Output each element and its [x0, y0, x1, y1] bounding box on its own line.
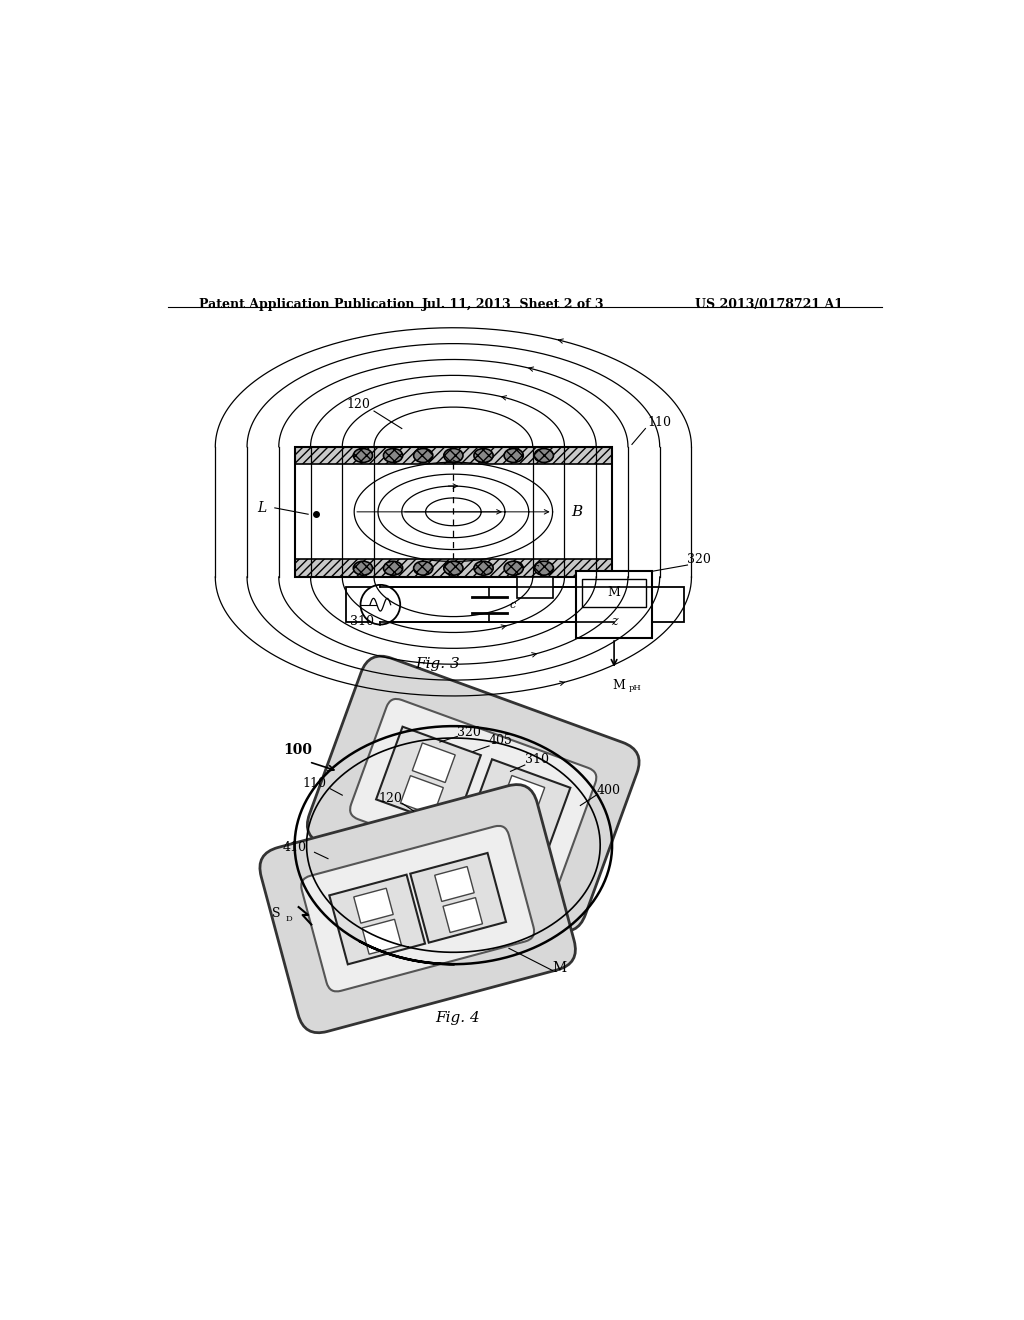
Text: 110: 110: [648, 416, 672, 429]
Ellipse shape: [353, 561, 373, 576]
Bar: [517, 577, 553, 598]
Text: 310: 310: [350, 615, 374, 627]
Ellipse shape: [414, 561, 433, 576]
FancyBboxPatch shape: [260, 784, 575, 1032]
Ellipse shape: [504, 449, 523, 462]
Text: r: r: [532, 564, 538, 573]
Text: pH: pH: [629, 684, 641, 692]
Text: 320: 320: [687, 553, 712, 566]
Ellipse shape: [443, 449, 463, 462]
Bar: [466, 759, 570, 861]
Text: 120: 120: [346, 399, 370, 411]
Bar: [353, 888, 393, 923]
Text: 110: 110: [303, 777, 327, 791]
Ellipse shape: [443, 561, 463, 576]
Ellipse shape: [383, 561, 402, 576]
Text: B: B: [570, 504, 582, 519]
Text: M: M: [607, 586, 621, 599]
Ellipse shape: [535, 561, 553, 576]
Text: 400: 400: [596, 784, 621, 796]
Ellipse shape: [504, 561, 523, 576]
Text: M: M: [553, 961, 566, 975]
Bar: [362, 919, 401, 954]
Text: 405: 405: [489, 734, 513, 747]
Bar: [400, 776, 443, 816]
Text: 320: 320: [458, 726, 481, 739]
Circle shape: [360, 585, 400, 624]
Text: D: D: [285, 915, 292, 924]
Bar: [411, 853, 506, 942]
Text: S: S: [271, 907, 281, 920]
Text: c: c: [510, 599, 516, 610]
Ellipse shape: [414, 449, 433, 462]
Text: Fig. 4: Fig. 4: [435, 1011, 479, 1026]
Text: M: M: [612, 680, 626, 692]
Bar: [582, 578, 646, 607]
Text: US 2013/0178721 A1: US 2013/0178721 A1: [695, 297, 844, 310]
Ellipse shape: [535, 449, 553, 462]
Bar: [295, 560, 612, 577]
Text: Jul. 11, 2013  Sheet 2 of 3: Jul. 11, 2013 Sheet 2 of 3: [422, 297, 604, 310]
Bar: [489, 808, 532, 847]
Text: 310: 310: [524, 754, 549, 767]
Ellipse shape: [383, 449, 402, 462]
Bar: [413, 743, 456, 783]
Text: 410: 410: [283, 841, 307, 854]
Bar: [435, 866, 474, 902]
Ellipse shape: [474, 449, 494, 462]
Bar: [346, 587, 684, 622]
Bar: [443, 898, 482, 932]
Bar: [295, 446, 612, 465]
Ellipse shape: [474, 561, 494, 576]
Text: 120: 120: [378, 792, 401, 804]
Bar: [376, 727, 481, 828]
Bar: [330, 875, 425, 965]
Bar: [577, 572, 652, 638]
Text: 100: 100: [283, 743, 311, 756]
Bar: [295, 446, 612, 465]
FancyBboxPatch shape: [350, 698, 596, 888]
Bar: [295, 560, 612, 577]
FancyBboxPatch shape: [301, 826, 535, 991]
Text: z: z: [610, 615, 617, 628]
Ellipse shape: [353, 449, 373, 462]
Text: Patent Application Publication: Patent Application Publication: [200, 297, 415, 310]
FancyBboxPatch shape: [307, 656, 639, 931]
Bar: [502, 776, 545, 816]
Text: Fig. 3: Fig. 3: [415, 657, 460, 671]
Bar: [295, 446, 612, 577]
Text: L: L: [258, 500, 267, 515]
